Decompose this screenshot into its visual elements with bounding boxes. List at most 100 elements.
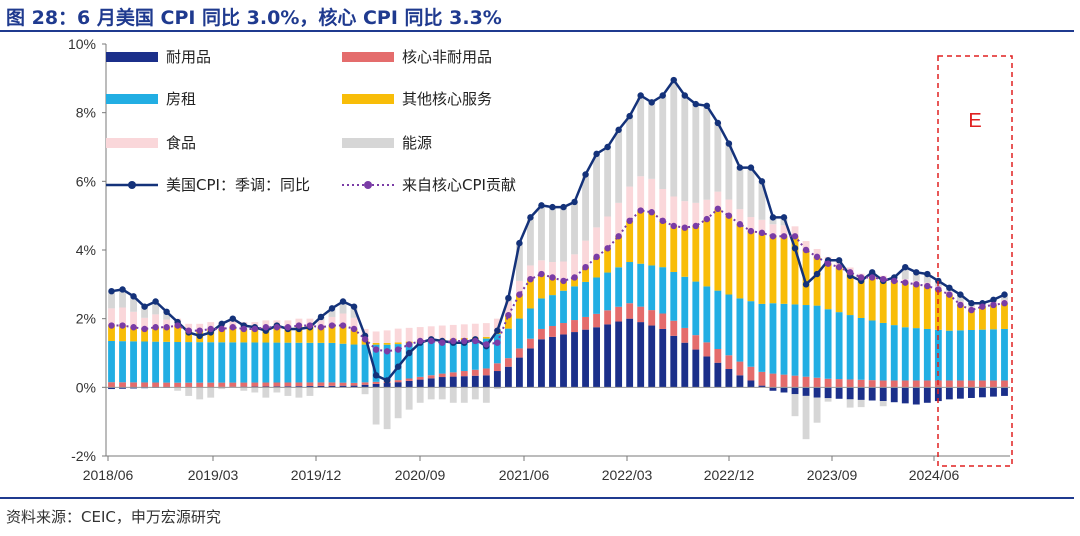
core-contribution-point xyxy=(857,274,865,281)
core-contribution-point xyxy=(835,263,843,271)
bar-food xyxy=(119,307,126,326)
bar-durables xyxy=(802,387,810,396)
core-contribution-point xyxy=(637,207,644,214)
bar-shelter xyxy=(791,304,799,376)
core-contribution-point xyxy=(681,224,688,231)
bar-other-core-services xyxy=(659,220,667,268)
bar-food xyxy=(648,178,656,213)
bar-food xyxy=(163,319,171,328)
bar-other-core-services xyxy=(163,327,171,342)
bar-durables xyxy=(317,385,325,388)
bar-food xyxy=(692,202,700,226)
bar-shelter xyxy=(504,328,512,359)
core-contribution-point xyxy=(207,325,214,333)
bar-core-nondurables xyxy=(438,373,446,378)
bar-other-core-services xyxy=(791,236,799,305)
bar-other-core-services xyxy=(328,325,336,343)
bar-food xyxy=(416,327,424,341)
bar-shelter xyxy=(394,344,402,381)
bar-durables xyxy=(119,387,126,389)
core-contribution-point xyxy=(747,227,755,235)
bar-core-nondurables xyxy=(361,382,369,385)
bar-food xyxy=(637,176,645,211)
bar-shelter xyxy=(251,342,259,383)
cpi-chart: -2% 0% 2% 4% 6% 8% 10% 2018/06 2019/03 2019/12 202… xyxy=(68,36,1013,483)
bar-core-nondurables xyxy=(560,323,567,335)
bar-shelter xyxy=(912,328,920,381)
cpi-yoy-point xyxy=(913,269,920,276)
core-contribution-point xyxy=(736,221,744,228)
bar-other-core-services xyxy=(185,330,193,343)
bar-core-nondurables xyxy=(747,366,755,381)
bar-other-core-services xyxy=(703,219,711,287)
bar-other-core-services xyxy=(890,280,898,326)
bar-other-core-services xyxy=(174,325,182,343)
bar-core-nondurables xyxy=(979,380,986,388)
bar-durables xyxy=(725,369,733,388)
core-contribution-point xyxy=(372,346,380,353)
cpi-yoy-point xyxy=(637,92,644,99)
bar-other-core-services xyxy=(339,325,347,344)
bar-shelter xyxy=(207,342,215,383)
core-contribution-point xyxy=(868,274,876,281)
legend-swatch-shelter xyxy=(106,94,158,104)
bar-energy xyxy=(328,308,336,317)
bar-shelter xyxy=(174,342,182,383)
bar-food xyxy=(802,241,810,250)
bar-shelter xyxy=(218,342,226,383)
core-contribution-point xyxy=(670,222,677,230)
bar-durables xyxy=(108,387,115,390)
legend-swatch-other-core-services xyxy=(342,94,394,104)
bar-shelter xyxy=(273,342,281,383)
legend-swatch-durables xyxy=(106,52,158,62)
y-tick-label: 8% xyxy=(76,105,96,121)
bar-durables xyxy=(979,387,986,398)
bar-shelter xyxy=(736,298,744,362)
bar-food xyxy=(405,327,413,342)
core-contribution-point xyxy=(130,324,137,331)
bar-core-nondurables xyxy=(185,382,193,388)
bar-energy xyxy=(515,243,523,281)
chart-title: 图 28：6 月美国 CPI 同比 3.0%，核心 CPI 同比 3.3% xyxy=(6,7,502,29)
y-tick-label: 6% xyxy=(76,173,96,189)
bar-food xyxy=(582,240,589,268)
core-contribution-point xyxy=(791,233,799,240)
cpi-yoy-point xyxy=(780,214,788,221)
bar-other-core-services xyxy=(571,277,578,287)
core-contribution-point xyxy=(516,291,523,298)
core-contribution-point xyxy=(361,336,369,343)
bar-core-nondurables xyxy=(615,306,623,322)
bar-food xyxy=(615,202,623,237)
bar-core-nondurables xyxy=(736,361,744,376)
bar-food xyxy=(813,248,821,257)
bar-durables xyxy=(747,380,755,388)
bar-core-nondurables xyxy=(769,373,777,388)
bar-energy xyxy=(549,207,556,263)
bar-other-core-services xyxy=(372,342,380,345)
bar-durables xyxy=(758,385,766,388)
bar-food xyxy=(108,308,115,326)
bar-durables xyxy=(582,329,589,388)
bar-food xyxy=(130,311,137,328)
bar-shelter xyxy=(372,344,380,382)
y-tick-label: 4% xyxy=(76,242,96,258)
bar-other-core-services xyxy=(273,327,281,343)
cpi-yoy-point xyxy=(902,263,909,271)
bar-other-core-services xyxy=(141,328,149,342)
bar-energy xyxy=(857,399,865,408)
bar-durables xyxy=(493,371,501,388)
bar-food xyxy=(262,320,270,328)
bar-food xyxy=(725,199,733,216)
bar-core-nondurables xyxy=(714,348,722,363)
bar-shelter xyxy=(879,322,887,381)
legend-swatch-food xyxy=(106,138,158,148)
bar-energy xyxy=(901,267,909,280)
legend-label-shelter: 房租 xyxy=(166,90,196,108)
bar-other-core-services xyxy=(582,267,589,282)
cpi-yoy-point xyxy=(747,164,755,171)
bar-energy xyxy=(626,116,634,187)
bar-other-core-services xyxy=(119,325,126,342)
cpi-yoy-point xyxy=(549,203,556,211)
core-contribution-point xyxy=(979,303,986,310)
bar-shelter xyxy=(108,340,115,383)
